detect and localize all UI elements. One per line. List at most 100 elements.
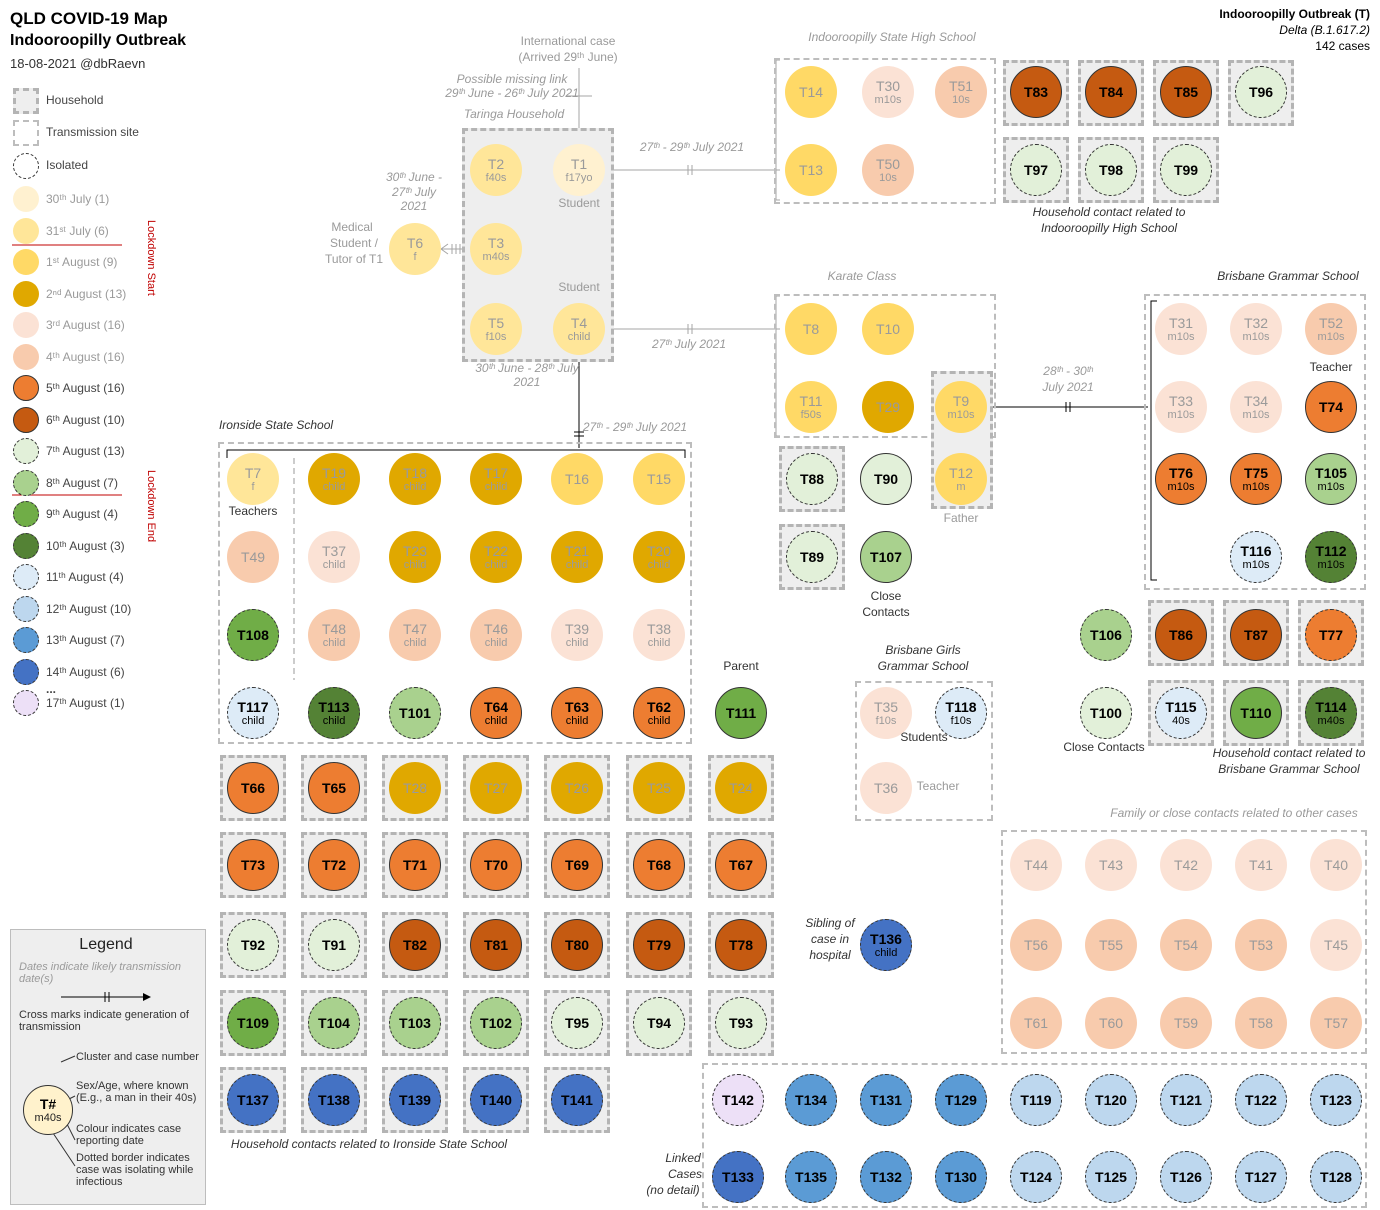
case-id: T44 [1023,856,1049,873]
case-id: T81 [483,936,509,953]
case-node-t59: T59 [1160,997,1212,1049]
annotation-label: 27ᵗʰ July [391,185,437,199]
case-node-t126: T126 [1160,1151,1212,1203]
case-node-t107: T107 [860,531,912,583]
case-id: T27 [483,779,509,796]
case-sex-age: m10s [1317,330,1345,343]
case-sex-age: m10s [1242,558,1270,571]
case-id: T93 [728,1014,754,1031]
date-key-label: 9ᵗʰ August (4) [46,507,118,521]
case-sex-age: m10s [1242,408,1270,421]
case-node-t135: T135 [785,1151,837,1203]
case-id: T74 [1318,398,1344,415]
case-node-t28: T28 [389,762,441,814]
legend-colour-note: Colour indicates case reporting date [76,1123,182,1147]
household-key-label: Household [46,93,104,107]
case-node-t52: T52 m10s [1305,303,1357,355]
annotation-label: Father [943,511,979,525]
case-sex-age: child [403,480,427,493]
case-node-t96: T96 [1235,66,1287,118]
case-id: T136 [870,930,902,947]
annotation-label: 27ᵗʰ - 29ᵗʰ July 2021 [639,140,745,154]
case-sex-age: f10s [950,714,972,727]
case-id: T73 [240,856,266,873]
case-id: T135 [795,1168,827,1185]
case-id: T56 [1023,936,1049,953]
date-key-swatch [13,595,39,622]
case-node-t30: T30 m10s [862,66,914,118]
case-node-t41: T41 [1235,839,1287,891]
annotation-label: 28ᵗʰ - 30ᵗʰ [1043,364,1093,378]
report-date: 18-08-2021 @dbRaevn [10,56,146,71]
case-sex-age: f [251,480,255,493]
date-key-label: 17ᵗʰ August (1) [46,696,125,710]
case-sex-age: m10s [1242,330,1270,343]
case-id: T37 [321,542,347,559]
legend-sample-sub: m40s [34,1111,62,1124]
case-node-t65: T65 [308,762,360,814]
case-sex-age: child [565,714,589,727]
annotation-label: Grammar School [877,659,969,673]
date-key-swatch [13,406,39,433]
case-id: T141 [561,1091,593,1108]
page-subtitle: Indooroopilly Outbreak [10,32,187,49]
annotation-label: Brisbane Girls [885,643,961,657]
case-id: T116 [1240,542,1272,559]
annotation-label: Ironside State School [218,418,334,432]
case-node-t129: T129 [935,1074,987,1126]
case-id: T15 [646,470,672,487]
case-id: T26 [564,779,590,796]
case-node-t19: T19 child [308,453,360,505]
case-sex-age: 10s [952,93,970,106]
case-id: T89 [799,548,825,565]
case-node-t56: T56 [1010,919,1062,971]
case-node-t76: T76 m10s [1155,453,1207,505]
annotation-label: 2021 [400,199,428,213]
case-node-t125: T125 [1085,1151,1137,1203]
case-node-t35: T35 f10s [860,687,912,739]
case-id: T115 [1165,698,1197,715]
case-node-t114: T114 m40s [1305,687,1357,739]
legend-title: Legend [79,936,133,953]
case-node-t33: T33 m10s [1155,381,1207,433]
annotation-label: Close [870,589,902,603]
lockdown-end-label: Lockdown End [145,470,157,543]
case-id: T128 [1320,1168,1352,1185]
case-id: T84 [1098,83,1124,100]
case-id: T51 [948,77,974,94]
annotation-label: Teachers [228,504,278,518]
case-node-t22: T22 child [470,531,522,583]
legend-panel: Legend Dates indicate likely transmissio… [10,929,206,1205]
case-id: T46 [483,620,509,637]
case-sex-age: m10s [1242,480,1270,493]
case-id: T45 [1323,936,1349,953]
case-id: T8 [802,320,820,337]
annotation-label: Household contact related to [1212,746,1366,760]
annotation-label: 30ᵗʰ June - 28ᵗʰ July [475,361,579,375]
legend-dotted-note: Dotted border indicates case was isolati… [76,1152,194,1188]
case-sex-age: child [322,714,346,727]
case-sex-age: f17yo [565,171,593,184]
case-node-t69: T69 [551,839,603,891]
case-sex-age: child [565,558,589,571]
case-id: T68 [646,856,672,873]
case-id: T66 [240,779,266,796]
case-node-t108: T108 [227,609,279,661]
case-id: T133 [722,1168,754,1185]
household-key-swatch [13,88,39,114]
case-node-t106: T106 [1080,609,1132,661]
annotation-label: Parent [723,659,759,673]
case-id: T87 [1243,626,1269,643]
case-node-t80: T80 [551,919,603,971]
case-node-t128: T128 [1310,1151,1362,1203]
case-node-t140: T140 [470,1074,522,1126]
date-key-label: 6ᵗʰ August (10) [46,412,125,427]
case-node-t109: T109 [227,997,279,1049]
case-node-t48: T48 child [308,609,360,661]
annotation-label: Brisbane Grammar School [1218,762,1360,776]
case-sex-age: child [322,636,346,649]
case-id: T16 [564,470,590,487]
date-key-swatch [13,375,39,401]
isolated-key-swatch [13,153,39,179]
